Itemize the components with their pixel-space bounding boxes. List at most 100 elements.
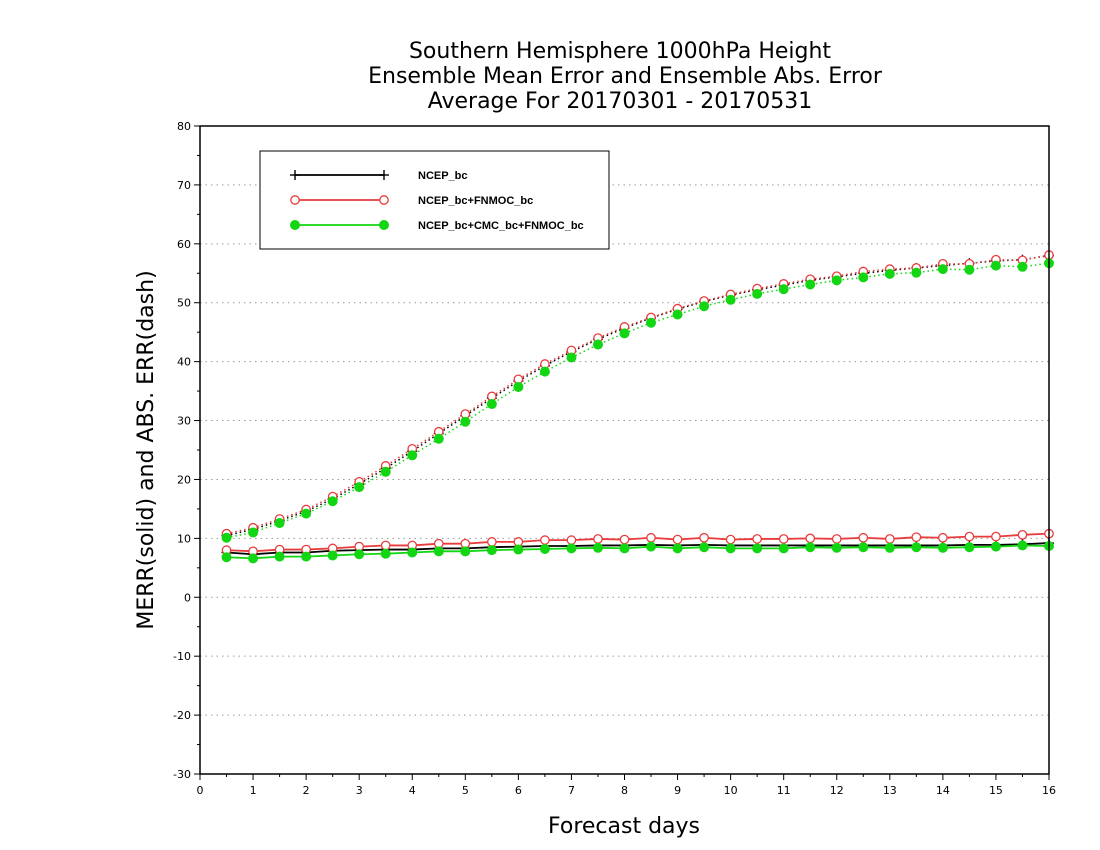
y-tick-label: -30 bbox=[173, 768, 191, 781]
abs-err-point bbox=[699, 301, 710, 312]
abs-err-point bbox=[248, 527, 259, 538]
merr-point bbox=[752, 534, 763, 544]
merr-point bbox=[380, 548, 391, 559]
series-0 bbox=[221, 250, 1054, 560]
y-tick-label: 60 bbox=[177, 238, 191, 251]
chart-title-line-1: Southern Hemisphere 1000hPa Height bbox=[409, 39, 831, 64]
x-tick-label: 10 bbox=[724, 784, 738, 797]
merr-point bbox=[592, 542, 603, 553]
x-tick-label: 6 bbox=[515, 784, 522, 797]
abs-err-point bbox=[513, 381, 524, 392]
merr-point bbox=[778, 543, 789, 554]
merr-point bbox=[911, 532, 922, 543]
merr-point bbox=[858, 542, 869, 553]
x-axis-label: Forecast days bbox=[548, 814, 700, 839]
legend-marker bbox=[289, 219, 300, 230]
merr-point bbox=[540, 535, 550, 545]
abs-err-point bbox=[990, 260, 1001, 271]
abs-err-point bbox=[672, 309, 683, 320]
x-tick-label: 5 bbox=[462, 784, 469, 797]
abs-err-point bbox=[725, 294, 736, 305]
merr-point bbox=[805, 533, 816, 544]
abs-err-point bbox=[937, 264, 948, 275]
merr-point bbox=[619, 543, 630, 554]
merr-point bbox=[699, 532, 709, 543]
abs-err-point bbox=[327, 496, 338, 507]
merr-point bbox=[991, 531, 1001, 542]
merr-point bbox=[964, 531, 975, 542]
abs-err-point bbox=[805, 279, 816, 290]
merr-point bbox=[460, 546, 471, 557]
abs-err-point bbox=[221, 532, 232, 543]
merr-point bbox=[937, 542, 948, 553]
x-tick-label: 3 bbox=[356, 784, 363, 797]
grid-lines bbox=[200, 184, 1049, 716]
x-tick-label: 11 bbox=[777, 784, 791, 797]
legend-label: NCEP_bc+CMC_bc+FNMOC_bc bbox=[418, 220, 584, 232]
merr-point bbox=[513, 544, 524, 555]
abs-err-point bbox=[407, 450, 418, 461]
merr-point bbox=[884, 542, 895, 553]
abs-err-point bbox=[1017, 261, 1028, 272]
merr-point bbox=[778, 534, 789, 544]
merr-point bbox=[831, 534, 842, 544]
x-tick-label: 9 bbox=[674, 784, 681, 797]
merr-point bbox=[964, 542, 975, 553]
abs-err-point bbox=[486, 399, 497, 410]
merr-point bbox=[566, 543, 577, 554]
abs-err-point bbox=[619, 328, 630, 339]
merr-point bbox=[1017, 540, 1028, 551]
abs-err-point bbox=[752, 288, 763, 299]
abs-err-point bbox=[964, 264, 975, 275]
merr-point bbox=[380, 540, 391, 551]
legend-items: NCEP_bc NCEP_bc+FNMOC_bc NCEP_bc+CMC_bc+FN… bbox=[289, 170, 584, 232]
abs-err-point bbox=[778, 284, 789, 295]
merr-point bbox=[486, 545, 497, 556]
merr-point bbox=[433, 546, 444, 557]
merr-point bbox=[274, 551, 285, 562]
y-tick-label: 30 bbox=[177, 415, 191, 428]
abs-err-line bbox=[226, 254, 1050, 537]
abs-err-point bbox=[539, 366, 550, 377]
x-tick-label: 4 bbox=[409, 784, 416, 797]
x-tick-label: 0 bbox=[197, 784, 204, 797]
merr-line bbox=[226, 542, 1050, 556]
merr-point bbox=[884, 534, 895, 544]
x-tick-label: 16 bbox=[1042, 784, 1056, 797]
legend-marker bbox=[378, 219, 389, 230]
merr-point bbox=[486, 537, 497, 547]
abs-err-point bbox=[354, 482, 365, 493]
merr-point bbox=[646, 541, 657, 552]
merr-point bbox=[725, 534, 736, 545]
abs-err-line bbox=[226, 254, 1050, 535]
y-tick-label: -10 bbox=[173, 650, 191, 663]
series-1 bbox=[221, 250, 1054, 557]
abs-err-point bbox=[646, 317, 657, 328]
abs-err-point bbox=[460, 416, 471, 427]
merr-point bbox=[566, 535, 577, 545]
x-tick-label: 13 bbox=[883, 784, 897, 797]
merr-point bbox=[938, 532, 948, 543]
legend: NCEP_bc NCEP_bc+FNMOC_bc NCEP_bc+CMC_bc+FN… bbox=[259, 150, 610, 250]
abs-err-point bbox=[592, 339, 603, 350]
chart-title-line-2: Ensemble Mean Error and Ensemble Abs. Er… bbox=[368, 64, 883, 89]
series-layer bbox=[221, 250, 1055, 564]
abs-err-point bbox=[301, 508, 312, 519]
plot-frame bbox=[199, 125, 1050, 775]
legend-marker bbox=[379, 195, 389, 205]
y-tick-label: 10 bbox=[177, 532, 191, 545]
merr-point bbox=[301, 551, 312, 562]
abs-err-line bbox=[226, 262, 1050, 539]
merr-point bbox=[248, 553, 259, 564]
legend-marker bbox=[290, 170, 300, 180]
merr-point bbox=[725, 543, 736, 554]
legend-marker bbox=[379, 170, 389, 180]
y-tick-label: 80 bbox=[177, 120, 191, 133]
merr-point bbox=[593, 534, 603, 544]
merr-point bbox=[619, 534, 630, 545]
y-tick-label: 20 bbox=[177, 473, 191, 486]
abs-err-point bbox=[274, 518, 285, 529]
y-tick-label: 50 bbox=[177, 297, 191, 310]
merr-point bbox=[858, 532, 869, 543]
